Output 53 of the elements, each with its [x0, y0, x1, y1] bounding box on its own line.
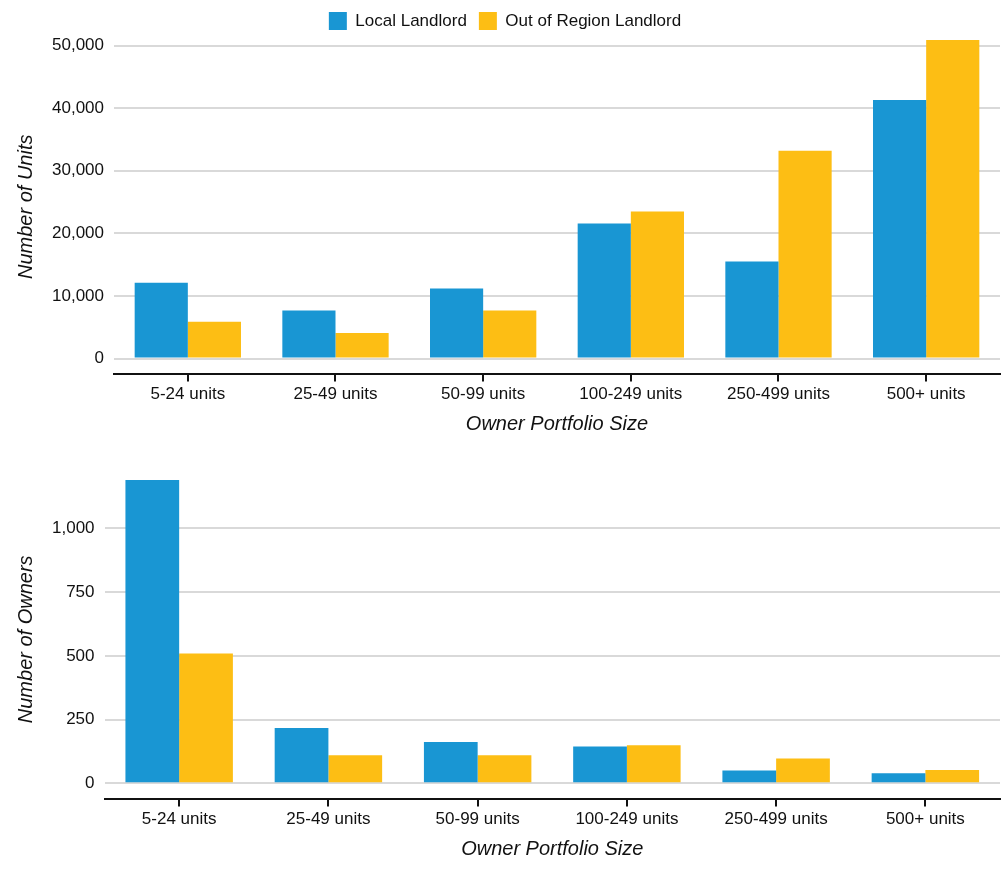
bar	[274, 728, 329, 783]
bar	[430, 288, 484, 358]
x-tick-label: 250-499 units	[726, 384, 831, 404]
bar	[925, 770, 980, 783]
x-axis-title: Owner Portfolio Size	[465, 411, 649, 434]
y-tick-label: 750	[66, 581, 95, 601]
x-tick-label: 100-249 units	[579, 384, 683, 404]
x-tick-label: 5-24 units	[150, 384, 226, 404]
y-tick-label: 1,000	[51, 518, 95, 538]
legend-label: Local Landlord	[355, 10, 467, 30]
x-tick-label: 100-249 units	[575, 809, 679, 829]
x-tick-label: 500+ units	[885, 809, 965, 829]
y-tick-label: 0	[85, 772, 95, 792]
y-tick-label: 500	[66, 645, 95, 665]
bar	[626, 745, 681, 783]
x-tick-label: 50-99 units	[435, 809, 520, 829]
bar	[573, 746, 627, 783]
y-tick-label: 40,000	[52, 97, 104, 117]
y-axis-title: Number of Owners	[13, 555, 36, 724]
y-tick-label: 20,000	[52, 223, 104, 243]
bar	[282, 310, 336, 358]
x-tick-label: 25-49 units	[293, 384, 378, 404]
bar	[926, 40, 980, 358]
bar	[335, 332, 389, 358]
bar	[630, 211, 684, 358]
bar	[776, 758, 830, 783]
bar	[871, 773, 926, 783]
y-tick-label: 30,000	[52, 160, 104, 180]
y-tick-label: 50,000	[52, 35, 104, 55]
bar	[778, 150, 832, 358]
y-tick-label: 10,000	[52, 285, 104, 305]
x-tick-label: 50-99 units	[441, 384, 526, 404]
bar	[328, 755, 383, 783]
bar	[873, 100, 927, 358]
bar	[483, 310, 537, 358]
bar	[577, 223, 631, 358]
legend-label: Out of Region Landlord	[505, 10, 682, 30]
bar	[187, 321, 241, 358]
y-tick-label: 0	[94, 348, 104, 368]
bar	[179, 653, 233, 783]
bar	[125, 480, 180, 783]
bar	[423, 742, 478, 783]
x-axis-title: Owner Portfolio Size	[461, 836, 644, 859]
x-tick-label: 250-499 units	[724, 809, 828, 829]
bar	[722, 770, 777, 783]
x-tick-label: 500+ units	[886, 384, 966, 404]
y-tick-label: 250	[66, 709, 95, 729]
bar	[134, 282, 188, 358]
y-axis-title: Number of Units	[13, 134, 36, 280]
bar	[477, 755, 532, 783]
bar	[725, 261, 779, 358]
x-tick-label: 5-24 units	[141, 809, 217, 829]
x-tick-label: 25-49 units	[286, 809, 371, 829]
